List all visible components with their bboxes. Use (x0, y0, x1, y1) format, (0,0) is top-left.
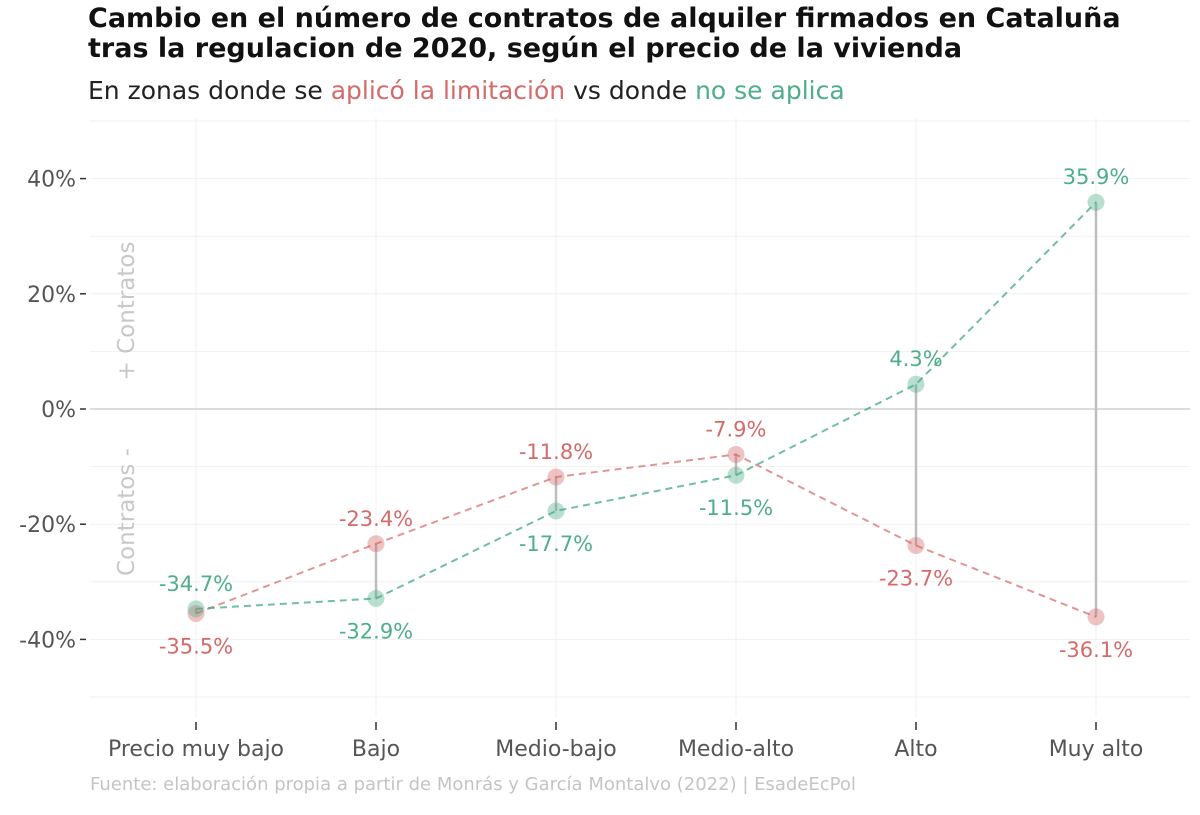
x-tick-label: Muy alto (1049, 737, 1144, 762)
control-point (187, 600, 205, 618)
treated-data-label: -7.9% (706, 418, 767, 442)
control-data-label: -11.5% (699, 496, 773, 520)
treated-data-label: -35.5% (159, 634, 233, 658)
treated-data-label: -23.4% (339, 507, 413, 531)
x-tick-label: Medio-alto (678, 737, 794, 762)
subtitle-middle: vs donde (565, 76, 696, 105)
control-point (547, 502, 565, 520)
control-point (367, 590, 385, 608)
treated-point (547, 468, 565, 486)
treated-point (187, 604, 205, 622)
control-data-label: 4.3% (889, 347, 942, 371)
x-tick-label: Precio muy bajo (108, 737, 284, 762)
treated-data-label: -23.7% (879, 567, 953, 591)
subtitle-treated-label: aplicó la limitación (330, 76, 566, 105)
control-point (1087, 193, 1105, 211)
control-data-label: -17.7% (519, 532, 593, 556)
source-caption: Fuente: elaboración propia a partir de M… (90, 774, 856, 795)
x-tick-label: Bajo (352, 737, 400, 762)
y-tick-label: 20% (27, 283, 76, 308)
chart-subtitle: En zonas donde se aplicó la limitación v… (88, 76, 845, 105)
chart-title: Cambio en el número de contratos de alqu… (88, 3, 1121, 64)
control-data-label: -32.9% (339, 620, 413, 644)
control-series-line (195, 201, 1097, 610)
treated-point (727, 446, 745, 464)
y-tick-label: 0% (41, 398, 76, 423)
y-axis-label-bottom: Contratos - (114, 448, 140, 576)
control-point (727, 466, 745, 484)
control-data-label: 35.9% (1063, 165, 1130, 189)
control-point (907, 375, 925, 393)
x-tick-label: Alto (894, 737, 937, 762)
y-axis-label-top: + Contratos (114, 242, 140, 381)
treated-point (907, 537, 925, 555)
treated-point (367, 535, 385, 553)
subtitle-control-label: no se aplica (695, 76, 845, 105)
treated-series-line (195, 453, 1097, 618)
x-tick-label: Medio-bajo (495, 737, 616, 762)
treated-data-label: -36.1% (1059, 638, 1133, 662)
y-tick-label: -20% (19, 513, 76, 538)
y-tick-label: -40% (19, 628, 76, 653)
treated-data-label: -11.8% (519, 440, 593, 464)
treated-point (1087, 608, 1105, 626)
control-data-label: -34.7% (159, 572, 233, 596)
subtitle-prefix: En zonas donde se (88, 76, 331, 105)
y-tick-label: 40% (27, 168, 76, 193)
